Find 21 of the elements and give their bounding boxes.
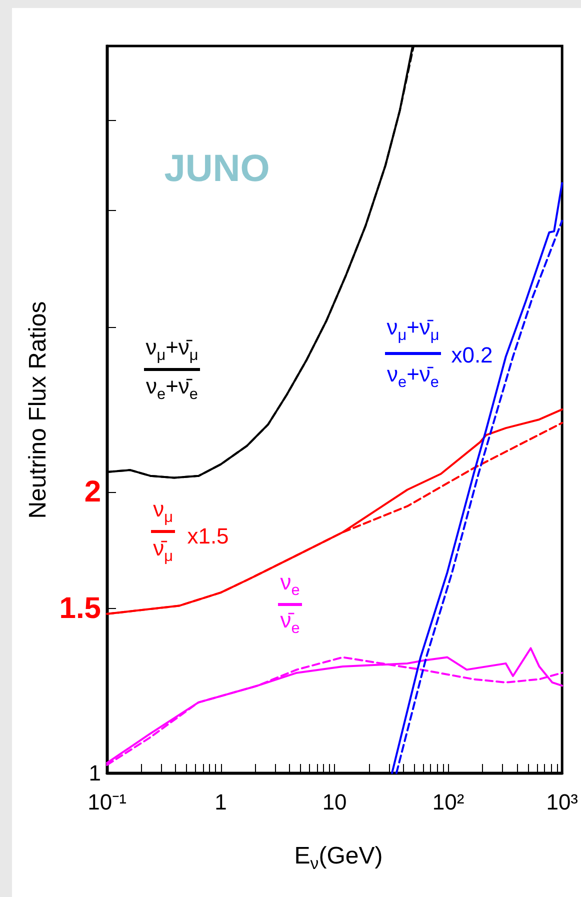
x-tick-label: 10³ [546,790,578,814]
annotation: ν$_{μ}$+ν̄$_{μ}$ [386,314,440,344]
x-axis-title: E$_{ν}$(GeV) [294,842,383,874]
y-tick-label: 1 [88,760,101,786]
x-tick-label: 10² [432,790,464,814]
annotation: ν$_{e}$ [280,570,300,600]
y-axis-title: Neutrino Flux Ratios [24,301,52,519]
annotation: ν̄$_{μ}$ [153,536,173,566]
x-tick-label: 1 [214,790,227,814]
annotation: ν$_{μ}$+ν̄$_{μ}$ [146,334,198,364]
annotation: ν̄$_{e}$ [280,608,300,638]
y-tick-label: 2 [84,475,101,508]
annotation: ν$_{μ}$ [153,496,173,526]
annotation: x0.2 [451,342,493,368]
annotation: ν$_{e}$+ν̄$_{e}$ [146,374,198,404]
annotation: ν$_{e}$+ν̄$_{e}$ [387,362,439,392]
annotation: x1.5 [187,523,229,548]
x-tick-label: 10⁻¹ [88,790,126,814]
annotation: JUNO [164,148,270,190]
y-tick-label: 1.5 [59,592,101,625]
x-tick-label: 10 [322,790,347,814]
